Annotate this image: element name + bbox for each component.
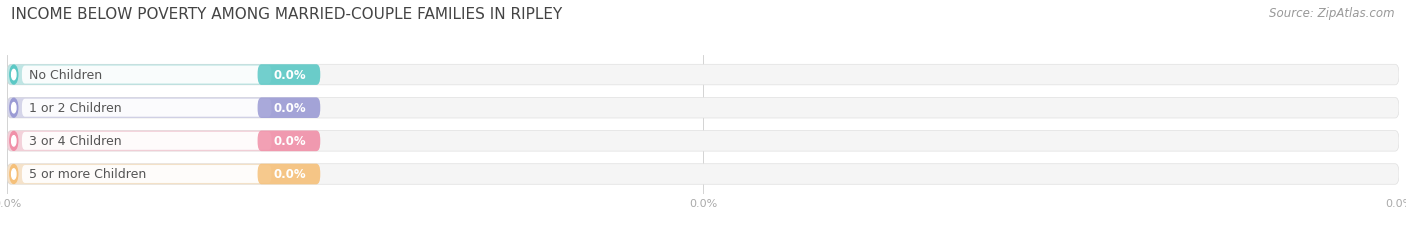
Circle shape — [11, 169, 15, 179]
FancyBboxPatch shape — [7, 65, 1399, 85]
Text: Source: ZipAtlas.com: Source: ZipAtlas.com — [1270, 7, 1395, 20]
FancyBboxPatch shape — [7, 65, 321, 85]
FancyBboxPatch shape — [7, 98, 1399, 119]
Circle shape — [10, 165, 18, 184]
FancyBboxPatch shape — [257, 131, 321, 152]
Circle shape — [11, 136, 15, 146]
Circle shape — [11, 103, 15, 113]
Text: 1 or 2 Children: 1 or 2 Children — [30, 102, 121, 115]
FancyBboxPatch shape — [7, 164, 1399, 185]
Text: No Children: No Children — [30, 69, 103, 82]
FancyBboxPatch shape — [22, 165, 271, 183]
Circle shape — [10, 132, 18, 151]
FancyBboxPatch shape — [7, 164, 321, 185]
FancyBboxPatch shape — [7, 131, 321, 152]
Text: 0.0%: 0.0% — [273, 69, 307, 82]
FancyBboxPatch shape — [22, 99, 271, 117]
Text: 5 or more Children: 5 or more Children — [30, 168, 146, 181]
Text: 3 or 4 Children: 3 or 4 Children — [30, 135, 121, 148]
Text: 0.0%: 0.0% — [273, 135, 307, 148]
Circle shape — [10, 66, 18, 85]
FancyBboxPatch shape — [7, 98, 321, 119]
Text: INCOME BELOW POVERTY AMONG MARRIED-COUPLE FAMILIES IN RIPLEY: INCOME BELOW POVERTY AMONG MARRIED-COUPL… — [11, 7, 562, 22]
FancyBboxPatch shape — [22, 132, 271, 150]
Circle shape — [11, 70, 15, 80]
FancyBboxPatch shape — [7, 131, 1399, 152]
FancyBboxPatch shape — [257, 65, 321, 85]
Circle shape — [10, 99, 18, 118]
FancyBboxPatch shape — [22, 66, 271, 84]
Text: 0.0%: 0.0% — [273, 102, 307, 115]
FancyBboxPatch shape — [257, 98, 321, 119]
Text: 0.0%: 0.0% — [273, 168, 307, 181]
FancyBboxPatch shape — [257, 164, 321, 185]
